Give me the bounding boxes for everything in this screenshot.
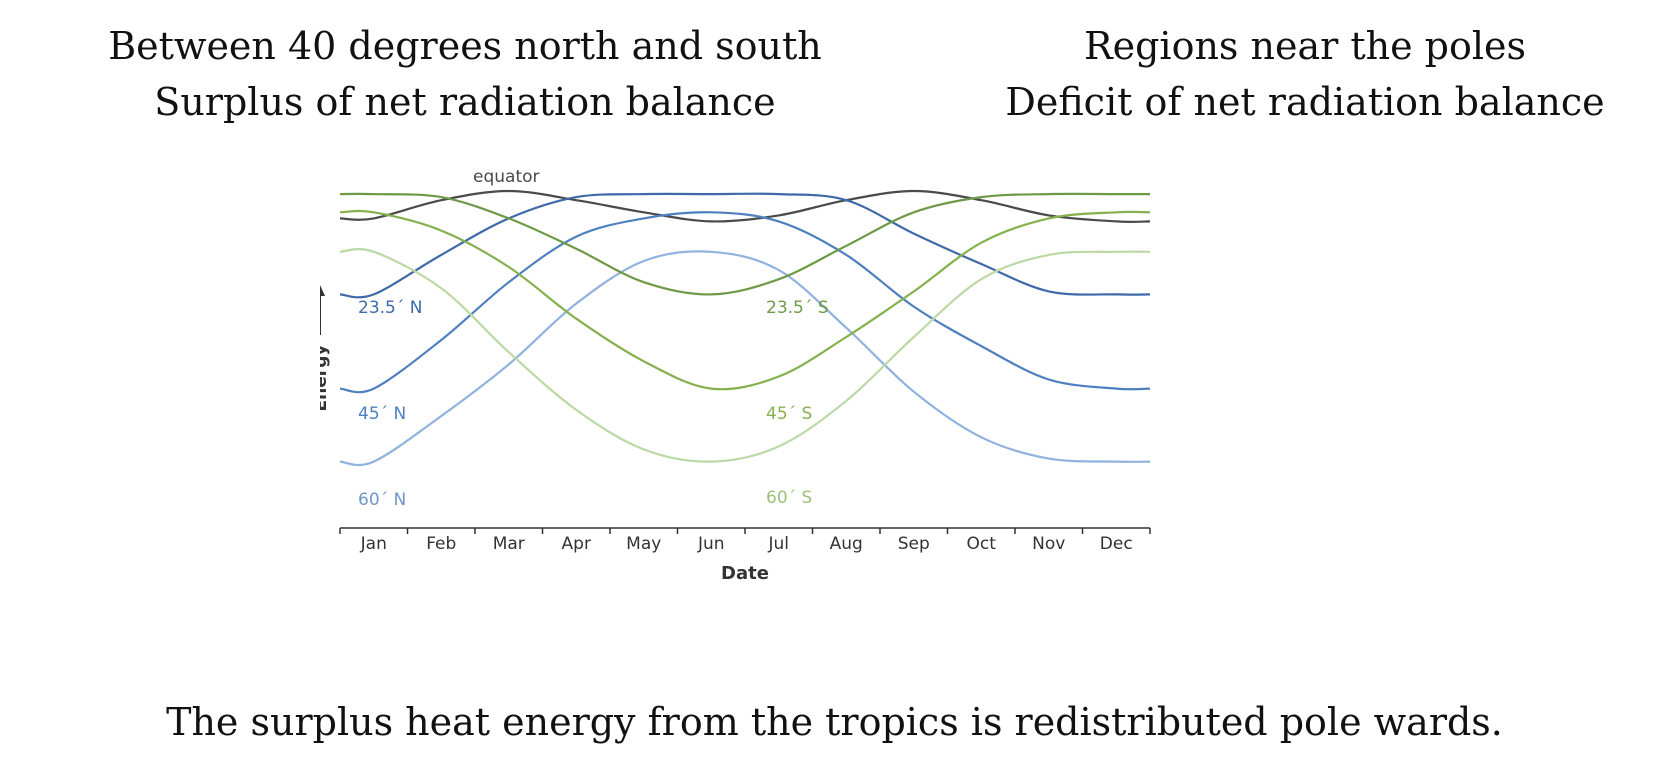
header-right-line2: Deficit of net radiation balance bbox=[1005, 80, 1605, 124]
series-line-23-5-n bbox=[339, 192, 1151, 299]
series-line-60-s bbox=[339, 248, 1151, 463]
series-line-60-n bbox=[339, 250, 1151, 467]
caption: The surplus heat energy from the tropics… bbox=[166, 700, 1503, 744]
curve-label-60-s: 60´ S bbox=[766, 488, 812, 508]
series-line-45-s bbox=[339, 209, 1151, 391]
x-tick-label-apr: Apr bbox=[562, 534, 591, 554]
curve-label-45-s: 45´ S bbox=[766, 404, 812, 424]
curve-label-45-n: 45´ N bbox=[358, 404, 406, 424]
curve-label-23-5-n: 23.5´ N bbox=[358, 298, 422, 318]
energy-arrow-head bbox=[320, 285, 325, 296]
x-tick-label-feb: Feb bbox=[426, 534, 456, 554]
energy-by-latitude-chart: equator 23.5´ N 45´ N 60´ N 23.5´ S 45´ … bbox=[320, 170, 1151, 584]
x-tick-label-sep: Sep bbox=[898, 534, 930, 554]
x-tick-label-mar: Mar bbox=[493, 534, 525, 554]
x-tick-label-aug: Aug bbox=[830, 534, 863, 554]
x-tick-label-dec: Dec bbox=[1100, 534, 1133, 554]
x-axis-title: Date bbox=[721, 563, 769, 584]
x-axis-ticks bbox=[339, 528, 1151, 534]
x-axis-tick-labels: Jan Feb Mar Apr May Jun Jul Aug Sep Oct Nov Dec bbox=[360, 534, 1133, 554]
header-right-line1: Regions near the poles bbox=[1083, 24, 1527, 68]
x-tick-label-jan: Jan bbox=[360, 534, 387, 554]
x-tick-label-nov: Nov bbox=[1032, 534, 1065, 554]
x-tick-label-jun: Jun bbox=[697, 534, 725, 554]
y-axis-title: Energy bbox=[320, 345, 331, 412]
header-right: Regions near the poles Deficit of net ra… bbox=[925, 18, 1669, 130]
series-line-23-5-s bbox=[339, 192, 1150, 296]
series-line-equator bbox=[339, 189, 1151, 223]
header-left: Between 40 degrees north and south Surpl… bbox=[85, 18, 845, 130]
series-group bbox=[339, 189, 1151, 467]
series-line-45-n bbox=[339, 211, 1151, 394]
header-left-line1: Between 40 degrees north and south bbox=[108, 24, 822, 68]
header-left-line2: Surplus of net radiation balance bbox=[154, 80, 776, 124]
curve-label-23-5-s: 23.5´ S bbox=[766, 298, 829, 318]
x-tick-label-may: May bbox=[626, 534, 661, 554]
curve-label-equator: equator bbox=[473, 170, 540, 187]
x-tick-label-oct: Oct bbox=[967, 534, 997, 554]
x-tick-label-jul: Jul bbox=[767, 534, 789, 554]
curve-label-60-n: 60´ N bbox=[358, 490, 406, 510]
